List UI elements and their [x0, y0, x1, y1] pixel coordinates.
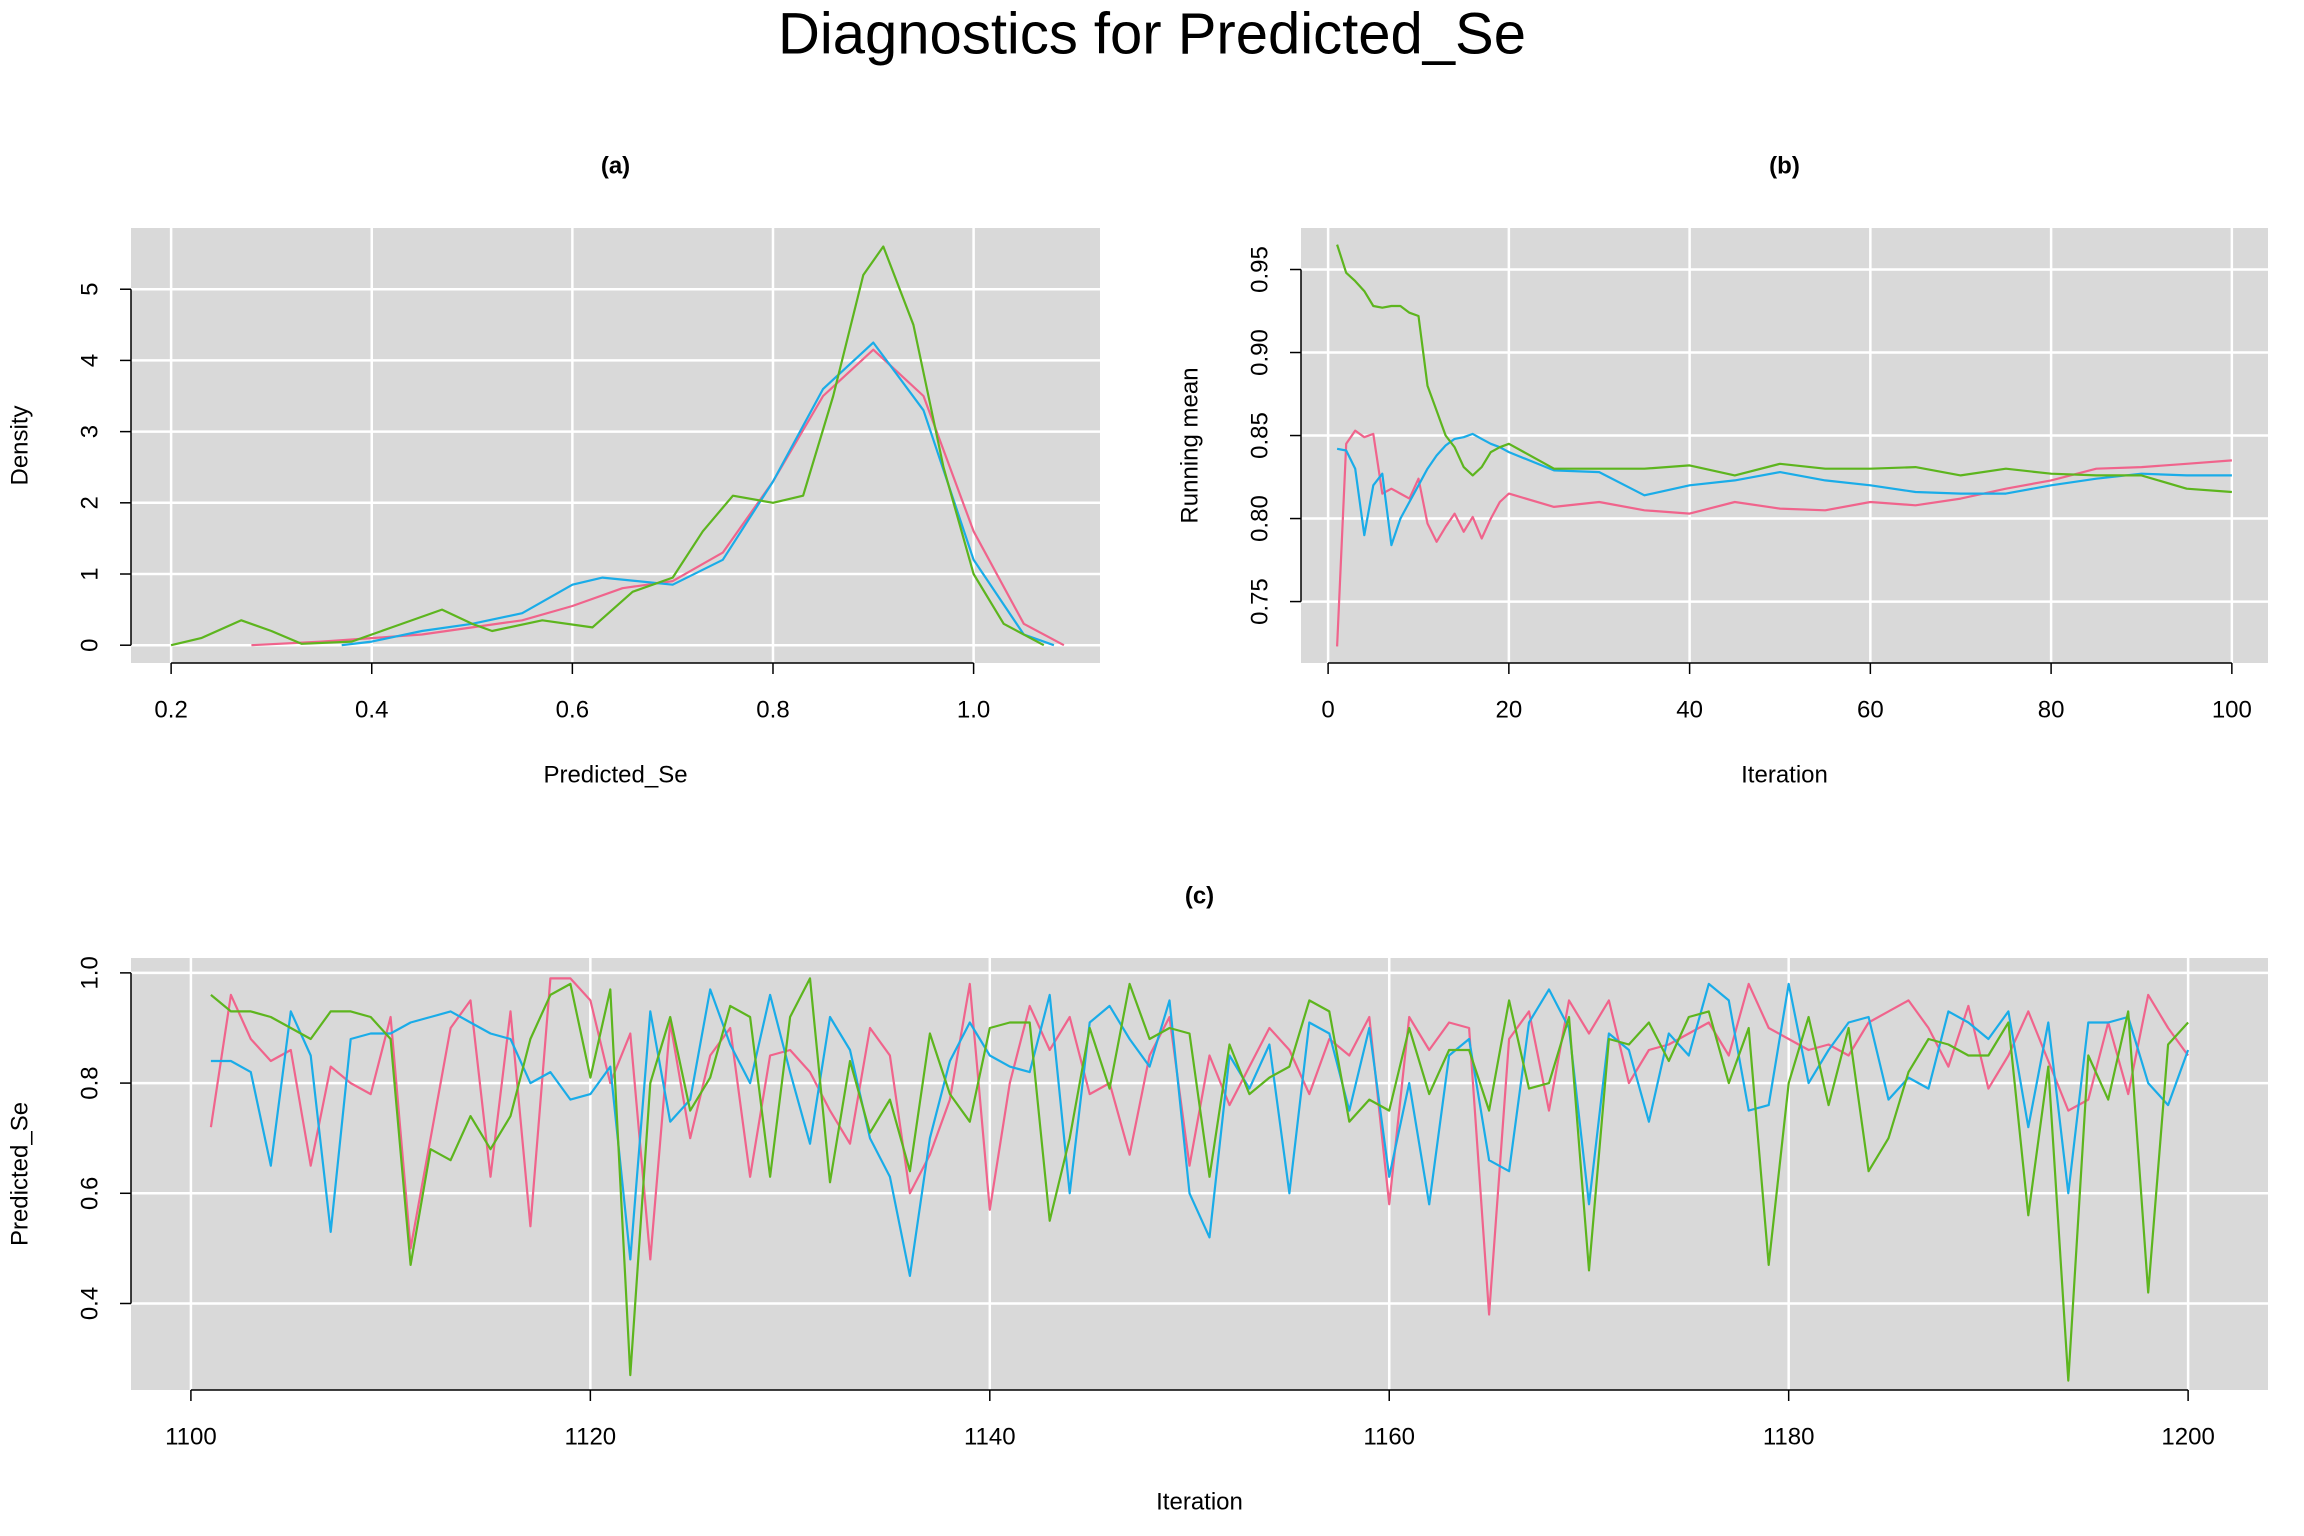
y-axis-label: Running mean: [1176, 367, 1203, 523]
series-line: [1336, 429, 2232, 647]
panel-title: (a): [601, 152, 630, 179]
x-axis-label: Iteration: [1156, 1488, 1243, 1515]
figure-title: Diagnostics for Predicted_Se: [778, 1, 1526, 66]
x-tick-label: 0.2: [154, 696, 187, 723]
x-tick-label: 1140: [964, 1423, 1016, 1450]
series-line: [1336, 432, 2232, 547]
series-line: [210, 977, 2189, 1382]
y-tick-label: 0.75: [1246, 578, 1273, 625]
y-tick-label: 0.4: [76, 1287, 103, 1320]
x-tick-label: 80: [2038, 696, 2065, 723]
x-tick-label: 0.8: [756, 696, 789, 723]
x-tick-label: 1.0: [957, 696, 990, 723]
series-line: [170, 245, 1045, 647]
y-tick-label: 0.95: [1246, 246, 1273, 293]
x-tick-label: 1100: [165, 1423, 217, 1450]
series-line: [1336, 244, 2232, 494]
x-tick-label: 0.4: [355, 696, 388, 723]
x-tick-label: 1200: [2161, 1423, 2214, 1450]
y-tick-label: 1: [76, 567, 103, 580]
y-axis-label: Density: [6, 405, 33, 485]
panel-title: (b): [1769, 152, 1800, 179]
x-tick-label: 100: [2212, 696, 2252, 723]
y-axis-label: Predicted_Se: [6, 1102, 33, 1246]
y-tick-label: 0.80: [1246, 495, 1273, 542]
y-tick-label: 3: [76, 425, 103, 438]
x-tick-label: 0.6: [556, 696, 589, 723]
x-tick-label: 1120: [565, 1423, 617, 1450]
panel-title: (c): [1185, 882, 1214, 909]
x-axis-label: Predicted_Se: [543, 761, 687, 788]
y-tick-label: 5: [76, 283, 103, 296]
series-line: [210, 982, 2190, 1277]
x-tick-label: 0: [1321, 696, 1334, 723]
x-tick-label: 1180: [1763, 1423, 1815, 1450]
plot-background: [1301, 228, 2268, 663]
series-line: [251, 348, 1065, 647]
y-tick-label: 1.0: [76, 956, 103, 989]
y-tick-label: 2: [76, 496, 103, 509]
y-tick-label: 0.85: [1246, 412, 1273, 459]
y-tick-label: 0.90: [1246, 329, 1273, 376]
x-tick-label: 60: [1857, 696, 1884, 723]
x-tick-label: 20: [1496, 696, 1523, 723]
plot-background: [131, 228, 1100, 663]
x-tick-label: 40: [1676, 696, 1703, 723]
y-tick-label: 0.8: [76, 1066, 103, 1099]
plot-background: [131, 958, 2268, 1390]
x-tick-label: 1160: [1363, 1423, 1415, 1450]
x-axis-label: Iteration: [1741, 761, 1828, 788]
y-tick-label: 0: [76, 639, 103, 652]
y-tick-label: 4: [76, 354, 103, 367]
y-tick-label: 0.6: [76, 1177, 103, 1210]
